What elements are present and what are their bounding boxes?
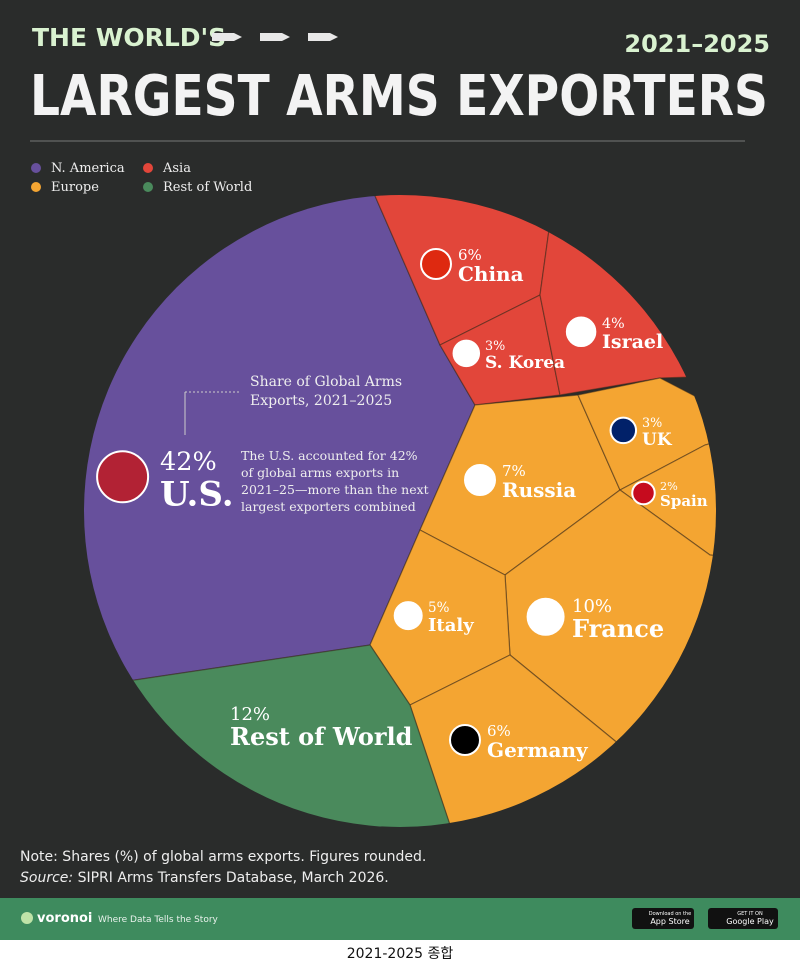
legend-label: N. America [51,161,125,176]
value-label: 10% [572,596,612,617]
annotation-text-line: largest exporters combined [241,499,416,514]
cell-label: U.S. [160,475,234,515]
annotation-title-line: Share of Global Arms [250,374,402,390]
value-label: 3% [642,416,662,431]
legend-swatch [143,182,153,192]
flag [449,724,481,756]
annotation-title: Share of Global Arms Exports, 2021–2025 [250,374,402,409]
value-label: 4% [602,316,625,332]
caption: 2021-2025 종합 [347,946,454,962]
app-store-badge[interactable] [632,908,694,929]
value-label: 42% [160,447,217,477]
cell-label: S. Korea [485,353,565,373]
cell-label: Germany [487,738,589,762]
legend-swatch [143,163,153,173]
cell-label: China [458,262,524,286]
cell-label: Italy [428,615,474,636]
bullet-icons [212,33,338,41]
flag [609,416,638,445]
cell-label: Russia [502,478,576,502]
flag [420,248,452,280]
cell-label: France [572,614,664,643]
badge-small: Download on the [649,911,691,917]
legend-swatch [31,163,41,173]
flag [96,450,150,504]
flag [452,339,481,368]
value-label: 12% [230,704,270,725]
source-line: Source: SIPRI Arms Transfers Database, M… [20,870,389,886]
annotation-text: The U.S. accounted for 42% of global arms… [241,448,429,514]
legend-swatch [31,182,41,192]
flag [393,601,423,631]
cell-label: Spain [660,492,708,510]
badge-small: GET IT ON [737,911,763,917]
legend-label: Asia [162,161,191,176]
annotation-text-line: of global arms exports in [241,465,399,480]
annotation-text-line: 2021–25—more than the next [241,482,429,497]
badge-text: App Store [650,917,689,926]
tagline: Where Data Tells the Story [98,915,219,925]
cell-label: Israel [602,331,663,353]
flag [565,316,597,348]
value-label: 3% [485,339,505,354]
flag [464,464,496,496]
annotation-title-line: Exports, 2021–2025 [250,393,392,409]
cell-label: UK [642,430,673,450]
flag [526,597,565,636]
flag [631,480,656,506]
value-label: 6% [458,246,482,264]
source-label: Source: [20,870,73,886]
value-label: 5% [428,600,450,616]
note: Note: Shares (%) of global arms exports.… [20,849,426,865]
legend-label: Rest of World [163,180,252,195]
brand-icon [21,912,33,924]
supertitle: THE WORLD'S [32,23,226,52]
value-label: 6% [487,722,511,740]
value-label: 2% [660,480,678,493]
legend-label: Europe [51,180,99,195]
cell-label: Rest of World [230,722,413,751]
cell [577,377,716,491]
badge-text: Google Play [726,917,774,926]
brand: voronoi [37,911,92,926]
value-label: 7% [502,462,526,480]
subtitle: 2021–2025 [624,30,770,58]
google-play-badge[interactable] [708,908,778,929]
annotation-text-line: The U.S. accounted for 42% [241,448,418,463]
title: LARGEST ARMS EXPORTERS [30,64,768,129]
source: SIPRI Arms Transfers Database, March 202… [78,870,389,886]
